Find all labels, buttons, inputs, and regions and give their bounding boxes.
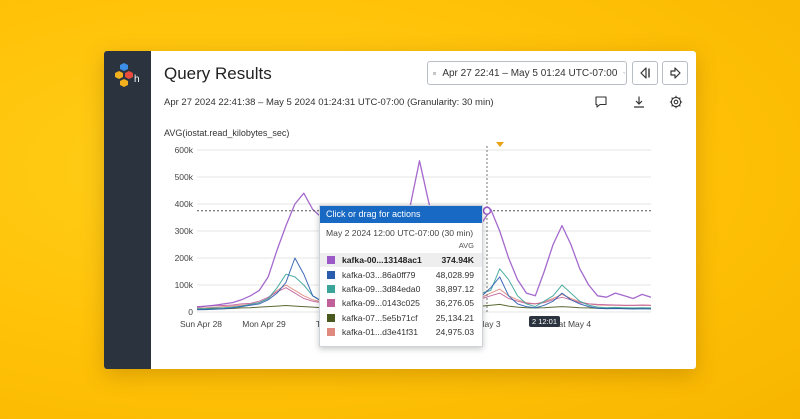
series-swatch: [327, 256, 335, 265]
series-line[interactable]: [196, 160, 652, 308]
tooltip-date: May 2 2024 12:00 UTC-07:00 (30 min): [326, 228, 474, 238]
y-tick-label: 100k: [175, 280, 194, 290]
tooltip-series-value: 24,975.03: [435, 327, 474, 338]
tooltip-row[interactable]: kafka-09...3d84eda0 38,897.12: [320, 282, 482, 296]
chart-overlay: [197, 142, 651, 312]
tooltip-rows: kafka-00...13148ac1 374.94K kafka-03...86a…: [320, 253, 482, 339]
page-title: Query Results: [164, 64, 272, 83]
x-tick-label: Mon Apr 29: [242, 319, 286, 329]
time-range-button[interactable]: Apr 27 22:41 – May 5 01:24 UTC-07:00: [427, 61, 627, 85]
tooltip-series-value: 374.94K: [441, 255, 475, 266]
hover-point: [482, 206, 492, 216]
series-swatch: [327, 270, 335, 279]
tooltip-column-header: AVG: [458, 241, 474, 250]
series-swatch: [327, 299, 335, 308]
query-results-card: h Query Results Apr 27 22:41 – May 5 01:…: [104, 51, 696, 369]
tooltip-row[interactable]: kafka-00...13148ac1 374.94K: [320, 253, 482, 268]
tooltip-row[interactable]: kafka-03...86a0ff79 48,028.99: [320, 267, 482, 281]
tooltip-series-name: kafka-03...86a0ff79: [342, 269, 416, 280]
y-tick-label: 600k: [175, 145, 194, 155]
series-swatch: [327, 284, 335, 293]
tooltip-series-value: 25,134.21: [435, 312, 474, 323]
gear-icon[interactable]: [669, 95, 683, 109]
series-swatch: [327, 313, 335, 322]
query-time-subtitle: Apr 27 2024 22:41:38 – May 5 2024 01:24:…: [164, 97, 494, 108]
main-panel: Query Results Apr 27 22:41 – May 5 01:24…: [151, 51, 696, 369]
y-tick-label: 300k: [175, 226, 194, 236]
x-tick-label: Sat May 4: [553, 319, 592, 329]
download-icon[interactable]: [632, 95, 646, 109]
y-axis: 600k 500k 400k 300k 200k 100k 0: [175, 145, 194, 317]
y-tick-label: 0: [188, 307, 193, 317]
step-forward-icon: [670, 67, 681, 79]
tooltip-series-name: kafka-09...3d84eda0: [342, 283, 421, 294]
tooltip-series-name: kafka-07...5e5b71cf: [342, 312, 418, 323]
tooltip-series-value: 38,897.12: [435, 283, 474, 294]
tooltip-series-value: 48,028.99: [435, 269, 474, 280]
time-range-label: Apr 27 22:41 – May 5 01:24 UTC-07:00: [442, 67, 618, 79]
tooltip-series-name: kafka-00...13148ac1: [342, 255, 422, 266]
hover-x-label: 2 12:01: [529, 316, 561, 327]
step-forward-button[interactable]: [662, 61, 688, 85]
series-swatch: [327, 328, 335, 337]
chart-title: AVG(iostat.read_kilobytes_sec): [164, 128, 290, 138]
y-tick-label: 500k: [175, 172, 194, 182]
hexagon-logo-icon[interactable]: h: [114, 61, 142, 87]
tooltip-series-value: 36,276.05: [435, 298, 474, 309]
clock-icon: [433, 71, 437, 75]
sidebar: h: [104, 51, 151, 369]
chevron-down-icon: [623, 72, 626, 74]
tooltip-action-header[interactable]: Click or drag for actions: [320, 206, 482, 223]
tooltip-row[interactable]: kafka-07...5e5b71cf 25,134.21: [320, 311, 482, 325]
comment-icon[interactable]: [594, 95, 608, 109]
tooltip-row[interactable]: kafka-09...0143c025 36,276.05: [320, 296, 482, 310]
hover-tooltip[interactable]: Click or drag for actions May 2 2024 12:…: [319, 205, 483, 347]
event-marker-icon[interactable]: [496, 142, 504, 147]
step-back-button[interactable]: [632, 61, 658, 85]
y-tick-label: 400k: [175, 199, 194, 209]
y-tick-label: 200k: [175, 253, 194, 263]
x-tick-label: Sun Apr 28: [180, 319, 222, 329]
tooltip-row[interactable]: kafka-01...d3e41f31 24,975.03: [320, 325, 482, 339]
tooltip-series-name: kafka-09...0143c025: [342, 298, 420, 309]
svg-text:h: h: [134, 74, 140, 85]
x-tick-label: May 3: [477, 319, 500, 329]
tooltip-series-name: kafka-01...d3e41f31: [342, 327, 418, 338]
step-back-icon: [640, 67, 650, 79]
